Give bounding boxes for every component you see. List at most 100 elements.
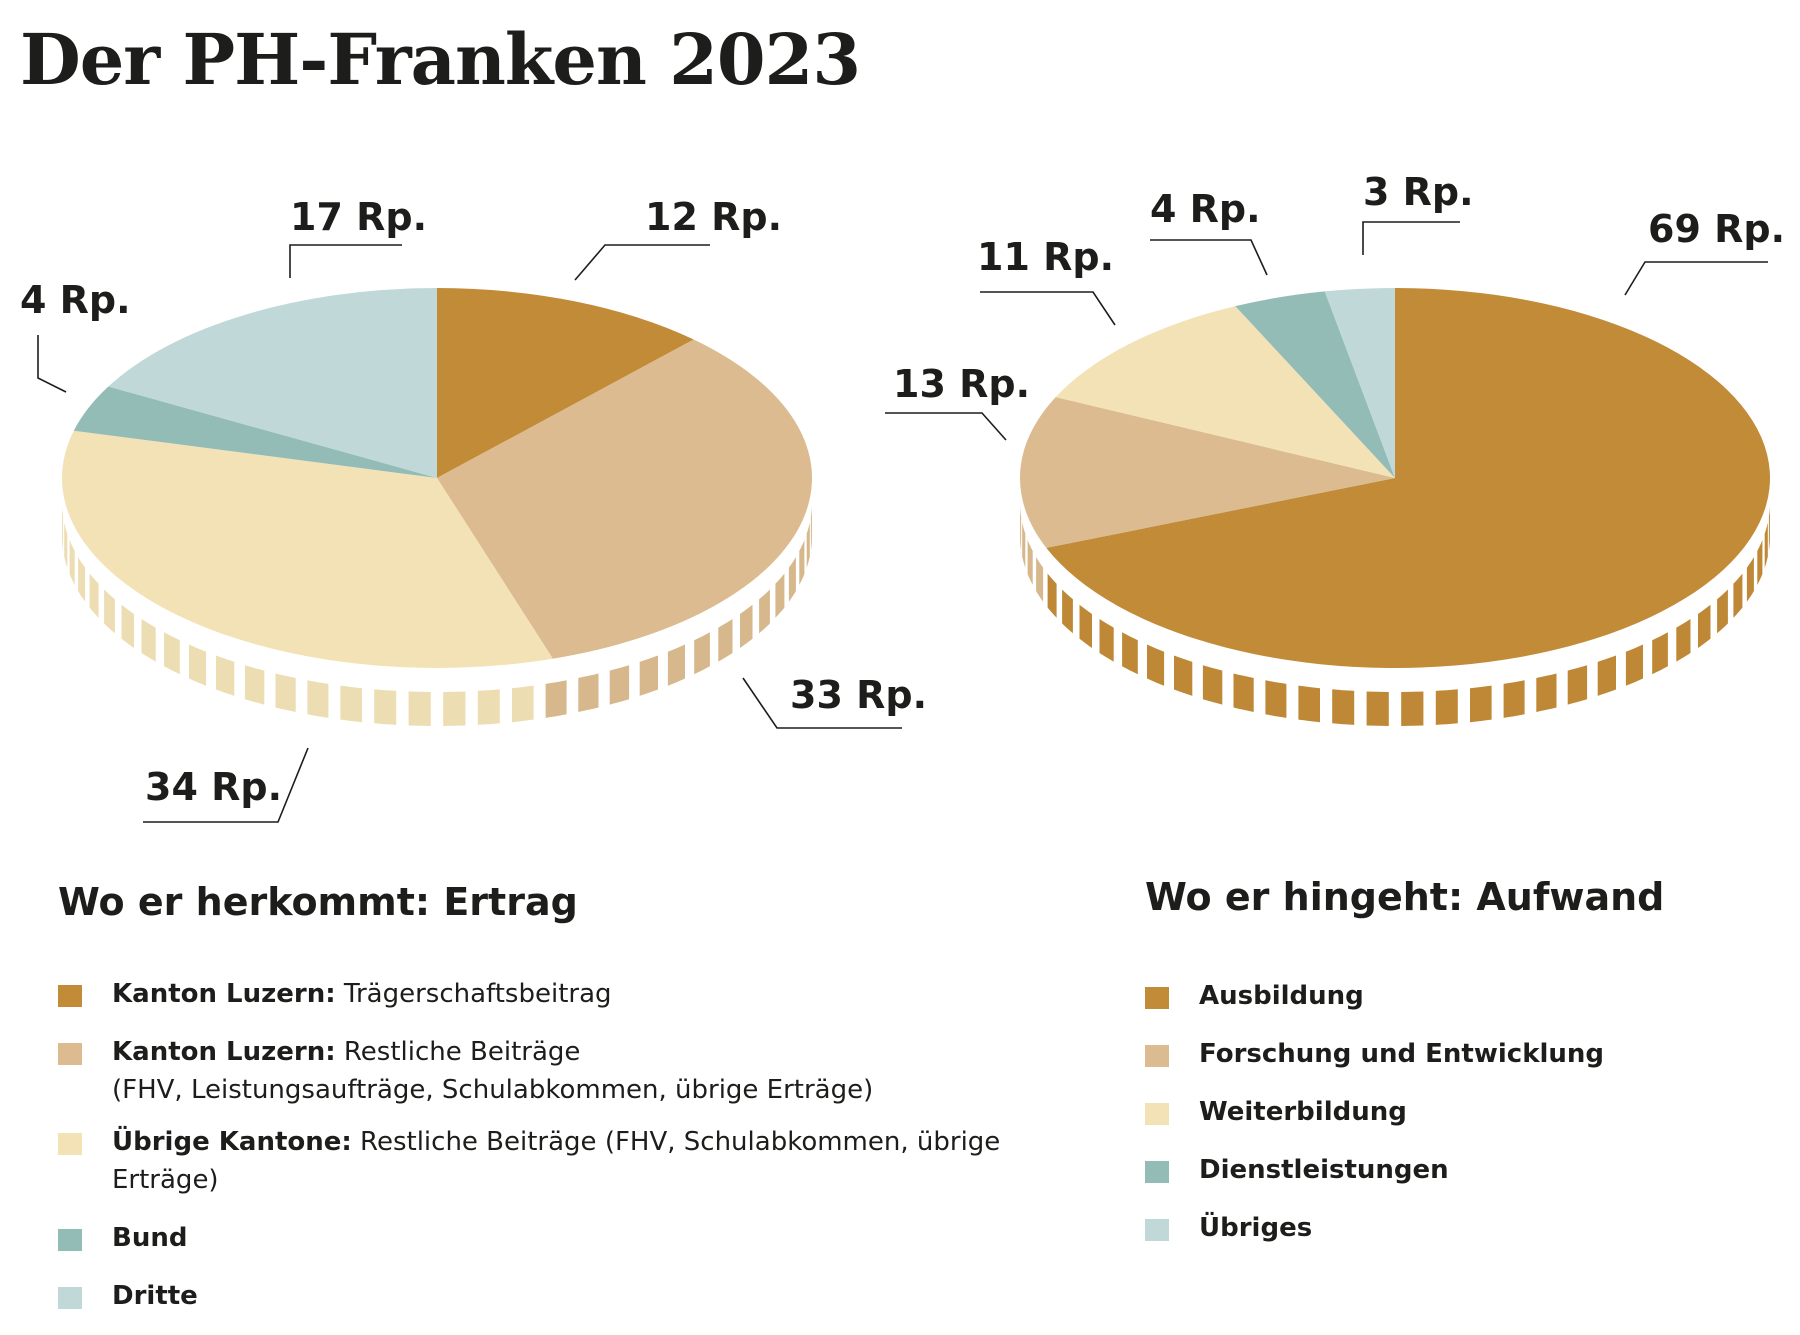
coin-edge-block: [609, 665, 630, 705]
coin-edge-block: [1536, 673, 1557, 712]
coin-edge-block: [1567, 665, 1588, 705]
legend-left: Kanton Luzern: Trägerschaftsbeitrag Kant…: [58, 975, 1108, 1335]
coin-edge-block: [1597, 655, 1616, 696]
coin-edge-block: [1047, 573, 1057, 618]
coin-edge-block: [1717, 589, 1728, 634]
coin-edge-block: [512, 685, 534, 723]
coin-edge-block: [216, 655, 235, 696]
coin-edge-block: [1435, 689, 1458, 725]
coin-edge-block: [1503, 680, 1525, 718]
coin-edge-block: [477, 689, 500, 725]
pie-chart-2: 69 Rp. 13 Rp. 11 Rp. 4 Rp. 3 Rp.: [885, 170, 1785, 726]
coin-edge-block: [1746, 557, 1754, 602]
coin-edge-block: [740, 604, 753, 648]
coin-edge-block: [1332, 689, 1355, 725]
legend-label-strong: Übrige Kantone:: [112, 1127, 352, 1157]
leader-line: [980, 291, 1116, 326]
leader-line: [143, 747, 309, 823]
coin-edge-block: [1099, 619, 1114, 662]
coin-edge-block: [64, 522, 68, 568]
slice-value-label: 4 Rp.: [1150, 187, 1261, 231]
coin-edge-block: [806, 522, 810, 568]
slice-value-label: 12 Rp.: [645, 195, 782, 239]
coin-edge-block: [1265, 680, 1287, 718]
coin-edge-block: [1298, 685, 1320, 723]
leader-line: [574, 244, 710, 281]
legend-label-text: Trägerschaftsbeitrag: [335, 979, 612, 1009]
pie-slice: [1324, 288, 1395, 478]
coin-edge-block: [1022, 522, 1026, 568]
leader-line: [1150, 239, 1268, 276]
legend-item: Forschung und Entwicklung: [1145, 1035, 1745, 1073]
coin-edge-block: [1202, 665, 1223, 705]
slice-value-label: 69 Rp.: [1648, 207, 1785, 251]
coin-edge-block: [1062, 589, 1073, 634]
legend-item: Bund: [58, 1219, 1108, 1257]
coin-edge-block: [141, 619, 156, 662]
coin-edge-block: [1366, 691, 1389, 726]
pie-slice: [1020, 397, 1395, 548]
legend-swatch: [1145, 1045, 1169, 1067]
slice-value-label: 4 Rp.: [20, 278, 131, 322]
coin-edge-block: [275, 673, 296, 712]
pie-slice: [1055, 306, 1395, 478]
legend-item: Kanton Luzern: Trägerschaftsbeitrag: [58, 975, 1108, 1013]
legend-label-strong: Ausbildung: [1199, 981, 1364, 1011]
legend-left-heading: Wo er herkommt: Ertrag: [58, 880, 578, 924]
coin-edge-block: [1401, 691, 1424, 726]
leader-line: [1624, 261, 1768, 296]
legend-swatch: [58, 1133, 82, 1155]
coin-edge-block: [78, 557, 86, 602]
coin-edge-block: [1698, 604, 1711, 648]
pie-chart-1: 12 Rp. 33 Rp. 34 Rp. 4 Rp. 17 Rp.: [20, 195, 927, 823]
coin-edge-block: [104, 589, 115, 634]
coin-edge-block: [1174, 655, 1193, 696]
coin-edge-block: [1233, 673, 1254, 712]
coin-edge-block: [244, 665, 265, 705]
pie-slice: [437, 288, 694, 478]
coin-edge-block: [121, 604, 134, 648]
coin-edge-block: [639, 655, 658, 696]
legend-label-strong: Forschung und Entwicklung: [1199, 1039, 1605, 1069]
legend-swatch: [1145, 1103, 1169, 1125]
legend-label-strong: Kanton Luzern:: [112, 979, 336, 1009]
coin-edge-block: [340, 685, 362, 723]
coin-edge-block: [694, 632, 710, 675]
coin-edge-block: [810, 505, 812, 551]
legend-swatch: [58, 985, 82, 1007]
coin-edge-block: [1027, 540, 1033, 585]
leader-line: [885, 412, 1007, 441]
legend-item: Übrige Kantone: Restliche Beiträge (FHV,…: [58, 1123, 1108, 1199]
coin-edge-block: [189, 644, 207, 686]
leader-line: [742, 677, 902, 729]
coin-edge-block: [578, 673, 599, 712]
legend-swatch: [1145, 1219, 1169, 1241]
coin-edge-block: [1122, 632, 1138, 675]
coin-edge-block: [408, 691, 431, 726]
legend-swatch: [58, 1287, 82, 1309]
legend-item: Übriges: [1145, 1209, 1745, 1247]
coin-edge-block: [1652, 632, 1668, 675]
coin-edge-block: [307, 680, 329, 718]
legend-label-strong: Kanton Luzern:: [112, 1037, 336, 1067]
legend-item: Dienstleistungen: [1145, 1151, 1745, 1189]
legend-label-strong: Dienstleistungen: [1199, 1155, 1449, 1185]
slice-value-label: 11 Rp.: [977, 235, 1114, 279]
legend-label-text: Restliche Beiträge: [335, 1037, 581, 1067]
legend-item: Dritte: [58, 1277, 1108, 1315]
legend-swatch: [1145, 987, 1169, 1009]
leader-line: [289, 244, 402, 278]
legend-item: Weiterbildung: [1145, 1093, 1745, 1131]
coin-edge-block: [799, 540, 805, 585]
slice-value-label: 33 Rp.: [790, 673, 927, 717]
slice-value-label: 13 Rp.: [893, 362, 1030, 406]
slice-value-label: 3 Rp.: [1363, 170, 1474, 214]
coin-edge-block: [1768, 505, 1770, 551]
coin-edge-block: [1625, 644, 1643, 686]
legend-label-text: Restliche Beiträge (FHV, Schulabkommen, …: [112, 1127, 1001, 1195]
coin-edge-block: [1020, 505, 1022, 551]
coin-edge-block: [1470, 685, 1492, 723]
legend-right-heading: Wo er hingeht: Aufwand: [1145, 875, 1665, 919]
coin-edge-block: [1079, 604, 1092, 648]
coin-edge-block: [1147, 644, 1165, 686]
